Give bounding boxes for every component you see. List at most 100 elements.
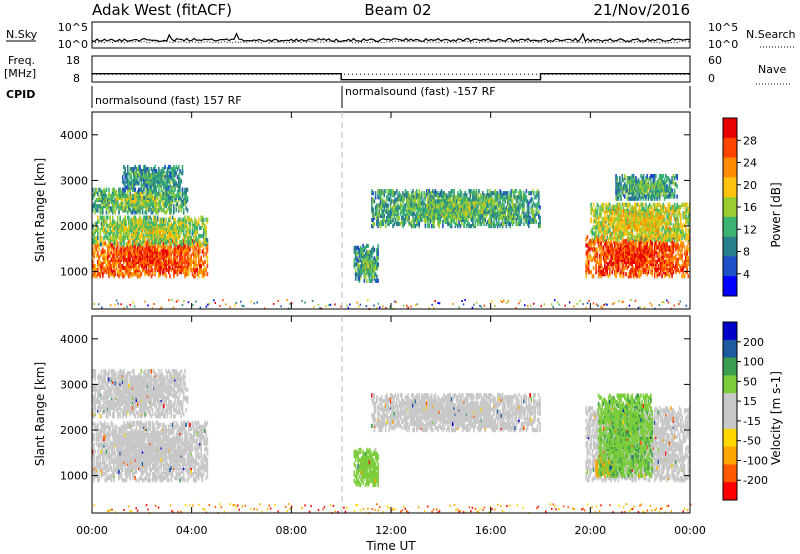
echo-cell	[438, 205, 440, 210]
echo-cell	[163, 253, 165, 258]
echo-cell	[595, 268, 597, 273]
echo-cell	[206, 263, 209, 269]
echo-cell	[134, 164, 136, 170]
echo-cell	[394, 203, 397, 208]
echo-cell	[92, 204, 94, 209]
echo-cell	[490, 205, 493, 210]
echo-cell	[92, 263, 94, 269]
echo-cell	[108, 223, 110, 228]
echo-cell	[161, 236, 164, 241]
echo-cell	[480, 215, 483, 220]
echo-cell	[196, 225, 199, 230]
echo-cell	[123, 238, 125, 243]
echo-cell	[176, 257, 179, 262]
echo-cell	[501, 221, 504, 227]
echo-cell	[135, 179, 138, 184]
echo-cell	[454, 201, 457, 206]
echo-cell	[153, 202, 155, 207]
echo-cell	[129, 181, 131, 186]
echo-cell	[104, 227, 107, 232]
echo-cell	[144, 236, 146, 241]
echo-cell	[393, 205, 396, 210]
echo-cell	[151, 221, 154, 226]
echo-cell	[184, 219, 186, 224]
echo-cell	[92, 238, 94, 243]
echo-cell	[158, 238, 160, 243]
echo-cell	[187, 217, 190, 222]
echo-cell	[160, 187, 163, 192]
echo-cell	[92, 231, 94, 237]
echo-cell	[467, 197, 469, 202]
echo-cell	[158, 167, 160, 172]
echo-cell	[103, 217, 105, 222]
echo-cell	[407, 215, 409, 220]
echo-cell	[136, 177, 139, 182]
echo-cell	[195, 247, 197, 252]
echo-cell	[130, 171, 133, 176]
echo-cell	[386, 215, 388, 220]
echo-cell	[433, 221, 435, 227]
echo-cell	[518, 195, 520, 200]
echo-cell	[387, 189, 389, 194]
echo-cell	[168, 185, 170, 190]
echo-cell	[163, 270, 165, 275]
echo-cell	[97, 243, 99, 248]
echo-cell	[154, 234, 156, 239]
echo-cell	[413, 203, 415, 208]
echo-cell	[161, 265, 164, 271]
echo-cell	[97, 259, 99, 264]
echo-cell	[154, 238, 156, 243]
echo-cell	[483, 197, 485, 202]
echo-cell	[535, 219, 538, 224]
echo-cell	[146, 234, 149, 239]
echo-cell	[161, 167, 164, 172]
echo-cell	[672, 270, 675, 275]
echo-cell	[184, 225, 186, 230]
echo-cell	[110, 243, 113, 248]
echo-cell	[474, 205, 477, 210]
echo-cell	[462, 211, 464, 216]
echo-cell	[519, 201, 521, 206]
echo-cell	[140, 169, 143, 174]
echo-cell	[165, 198, 168, 203]
echo-cell	[161, 238, 164, 243]
echo-cell	[97, 219, 99, 224]
echo-cell	[389, 199, 392, 204]
echo-cell	[173, 204, 175, 209]
echo-cell	[138, 189, 140, 194]
echo-cell	[513, 209, 515, 214]
echo-cell	[195, 225, 197, 230]
echo-cell	[435, 199, 438, 204]
echo-cell	[111, 234, 114, 239]
echo-cell	[391, 219, 393, 224]
echo-cell	[439, 207, 442, 212]
echo-cell	[184, 238, 186, 243]
echo-cell	[509, 203, 511, 208]
echo-cell	[399, 205, 402, 210]
echo-cell	[111, 221, 114, 226]
echo-cell	[186, 195, 189, 201]
echo-cell	[163, 171, 165, 176]
echo-cell	[439, 209, 442, 214]
echo-cell	[151, 189, 154, 194]
echo-cell	[371, 278, 373, 283]
echo-cell	[146, 251, 149, 256]
echo-cell	[463, 221, 465, 227]
echo-cell	[176, 193, 179, 199]
echo-cell	[424, 193, 427, 198]
echo-cell	[374, 278, 377, 283]
echo-cell	[354, 262, 357, 267]
echo-cell	[129, 223, 131, 228]
echo-cell	[99, 238, 102, 243]
echo-cell	[144, 240, 146, 245]
echo-cell	[452, 199, 454, 204]
echo-cell	[154, 173, 156, 178]
echo-cell	[468, 209, 470, 214]
echo-cell	[138, 274, 140, 279]
echo-cell	[448, 205, 450, 210]
echo-cell	[499, 215, 501, 220]
echo-cell	[94, 238, 97, 243]
echo-cell	[371, 205, 373, 210]
date-title: 21/Nov/2016	[593, 1, 690, 19]
echo-cell	[168, 202, 170, 207]
